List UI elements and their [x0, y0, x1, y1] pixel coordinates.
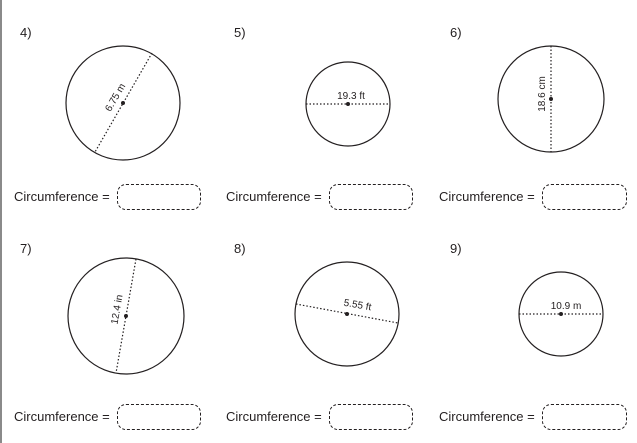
circumference-label: Circumference = [14, 409, 110, 424]
problem-7: 7) 12.4 in Circumference = [0, 220, 212, 440]
circle-figure: 12.4 in [67, 257, 185, 375]
circle [294, 261, 400, 367]
center-dot [121, 101, 125, 105]
problem-number: 9) [450, 241, 462, 256]
measure-label: 5.55 ft [343, 298, 373, 314]
circle-figure: 5.55 ft [294, 261, 400, 367]
center-dot [346, 102, 350, 106]
center-dot [549, 97, 553, 101]
problem-number: 7) [20, 241, 32, 256]
problem-4: 4) 6.75 m Circumference = [0, 0, 212, 220]
circle [67, 257, 185, 375]
answer-box[interactable] [117, 184, 201, 210]
measure-label: 18.6 cm [537, 76, 548, 112]
measure-label: 19.3 ft [337, 91, 365, 102]
center-dot [345, 312, 349, 316]
answer-box[interactable] [542, 404, 627, 430]
circumference-label: Circumference = [14, 189, 110, 204]
answer-box[interactable] [542, 184, 627, 210]
problem-9: 9) 10.9 m Circumference = [424, 220, 636, 440]
circle-figure: 19.3 ft [305, 61, 391, 147]
center-dot [124, 314, 128, 318]
measure-label: 10.9 m [551, 301, 582, 312]
measure-label: 6.75 m [103, 82, 128, 114]
problem-number: 8) [234, 241, 246, 256]
circumference-label: Circumference = [226, 189, 322, 204]
circumference-label: Circumference = [439, 409, 535, 424]
problem-number: 5) [234, 25, 246, 40]
circumference-label: Circumference = [439, 189, 535, 204]
circumference-label: Circumference = [226, 409, 322, 424]
measure-label: 12.4 in [110, 294, 126, 325]
answer-box[interactable] [329, 404, 413, 430]
problem-number: 4) [20, 25, 32, 40]
answer-box[interactable] [329, 184, 413, 210]
circle-figure: 6.75 m [65, 45, 181, 161]
circle-figure: 18.6 cm [497, 45, 605, 153]
page-left-border [0, 0, 2, 443]
problem-5: 5) 19.3 ft Circumference = [212, 0, 424, 220]
problem-number: 6) [450, 25, 462, 40]
answer-box[interactable] [117, 404, 201, 430]
circle-figure: 10.9 m [518, 271, 604, 357]
center-dot [559, 312, 563, 316]
problem-8: 8) 5.55 ft Circumference = [212, 220, 424, 440]
problem-6: 6) 18.6 cm Circumference = [424, 0, 636, 220]
circle [65, 45, 181, 161]
